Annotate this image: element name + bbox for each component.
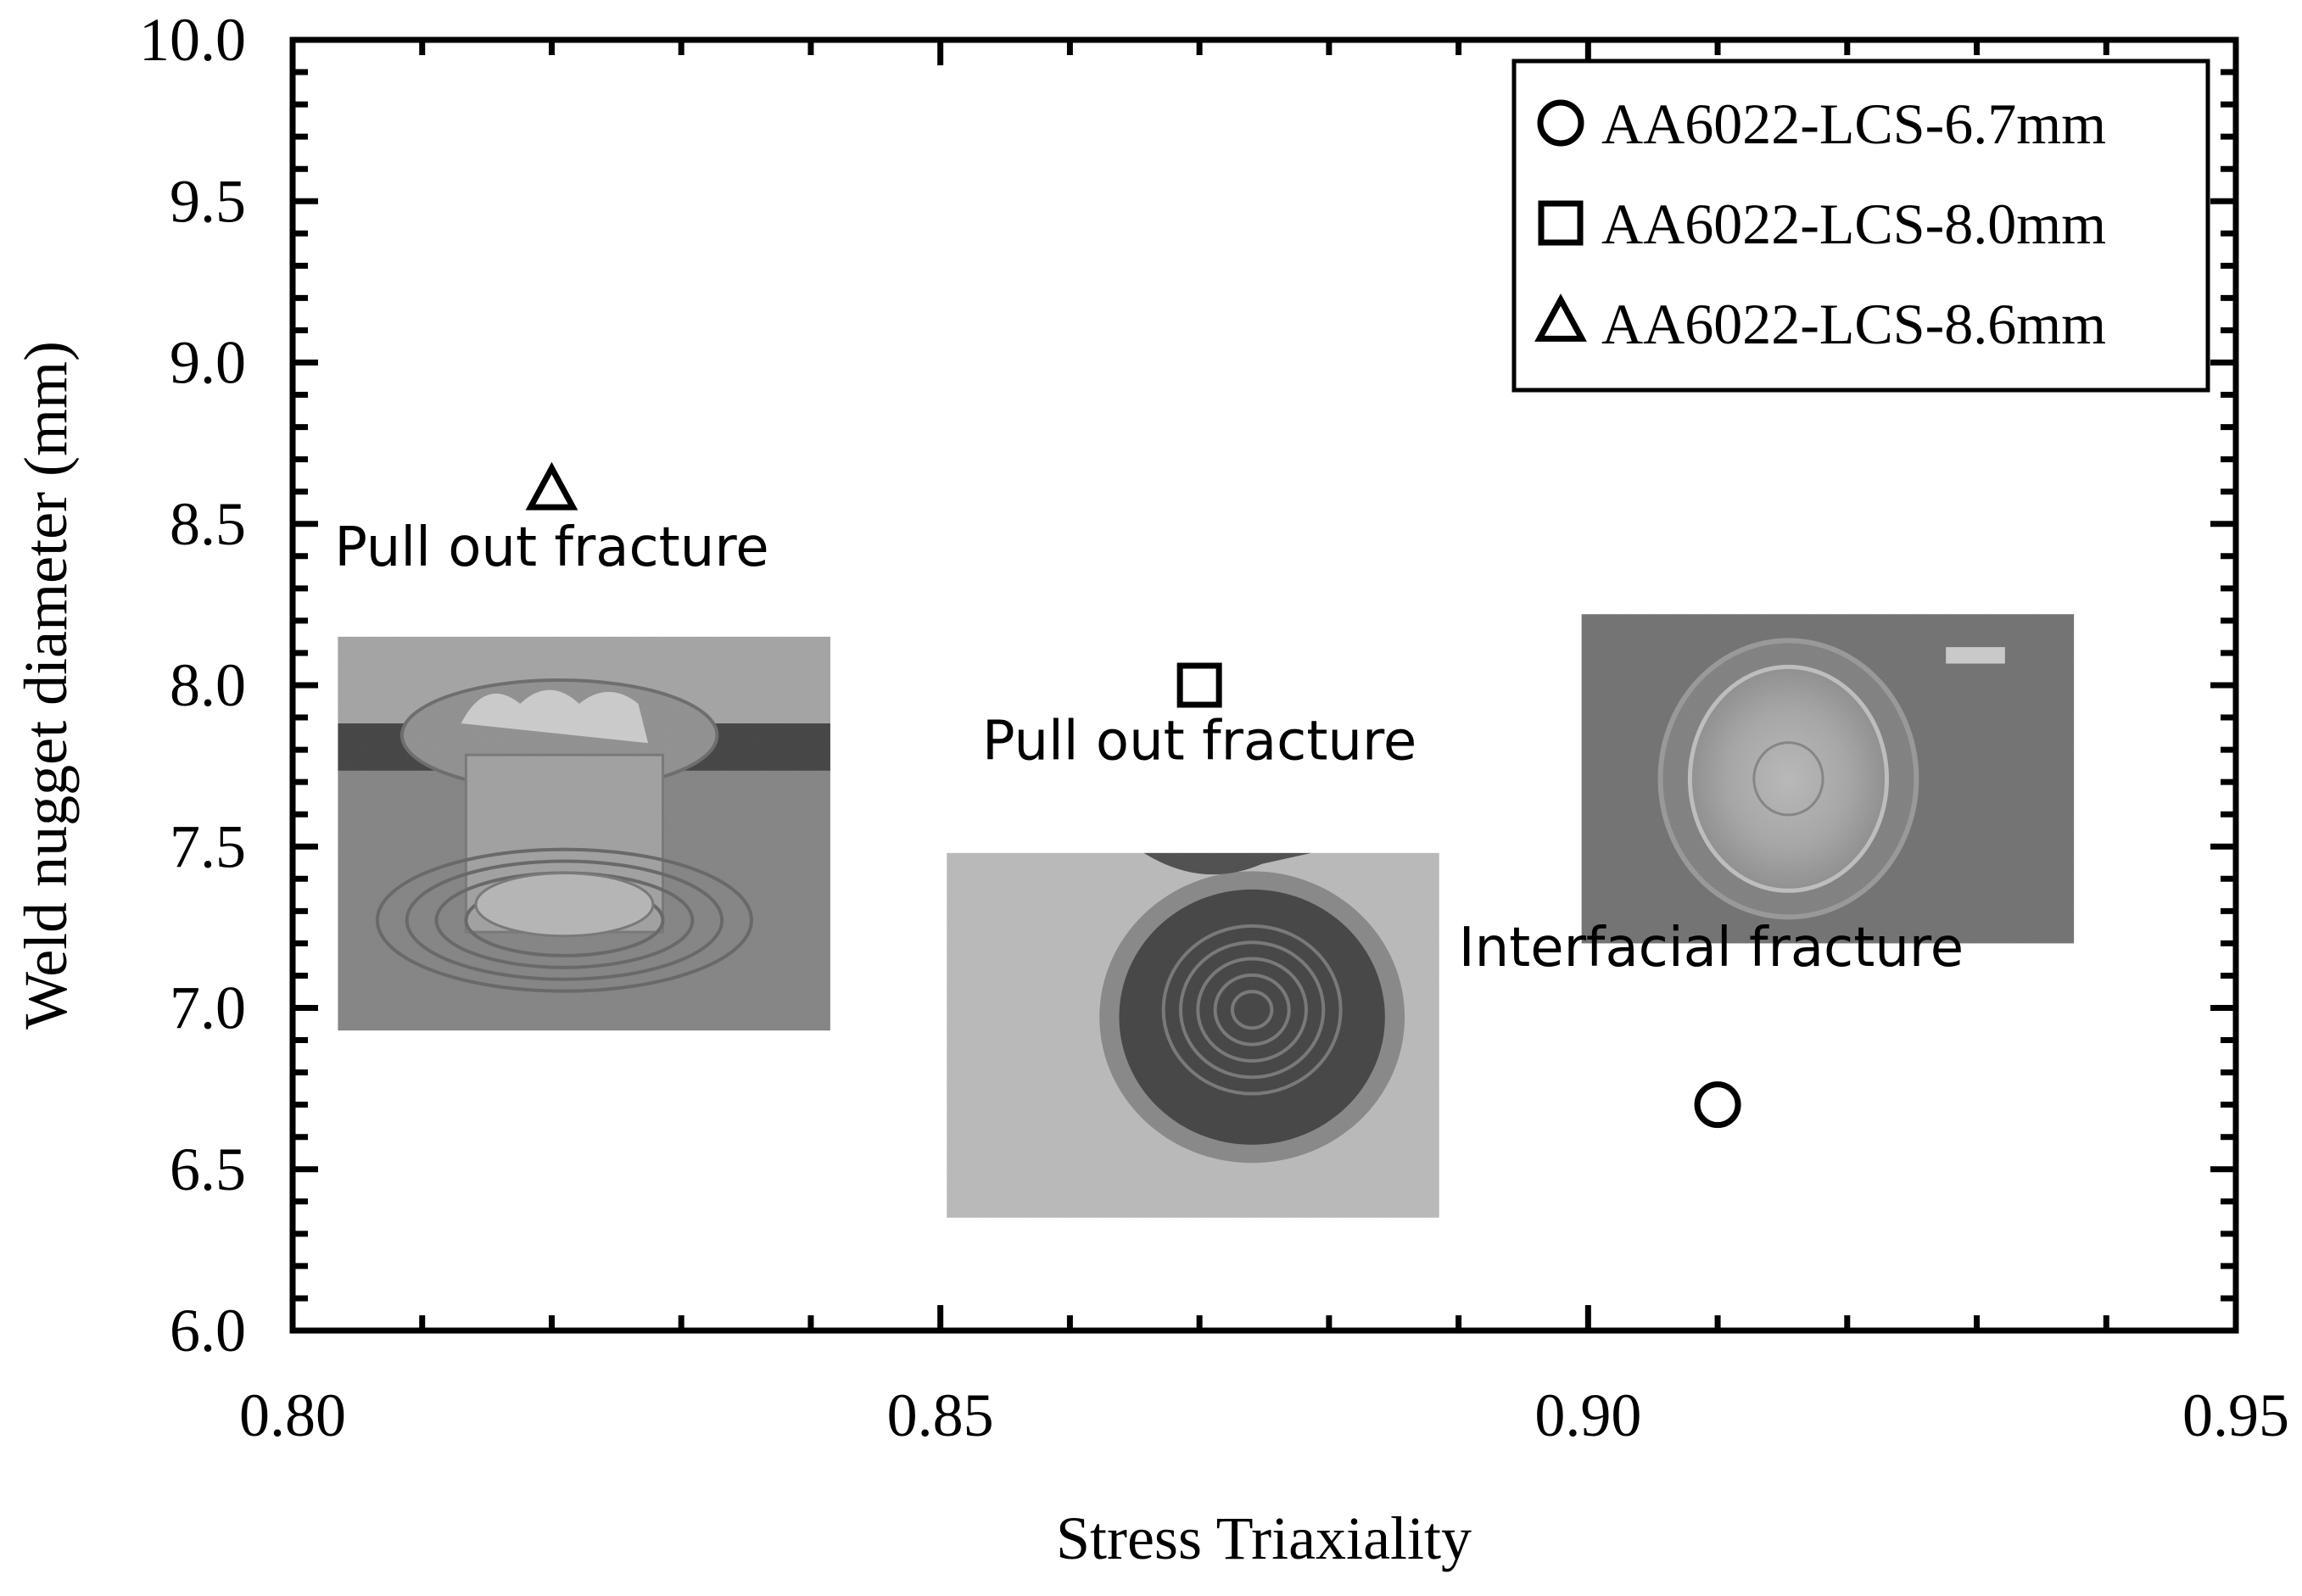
y-tick-label: 8.5 bbox=[170, 490, 246, 558]
axis-tick-labels: 0.80 0.85 0.90 0.95 6.0 6.5 7.0 7.5 8.0 8.5 9.0 9.5… bbox=[139, 6, 2289, 1449]
y-axis-label: Weld nugget diameter (mm) bbox=[12, 341, 80, 1030]
x-axis-label: Stress Triaxiality bbox=[1056, 1504, 1472, 1572]
x-tick-label: 0.95 bbox=[2182, 1381, 2289, 1449]
legend-marker-circle bbox=[1537, 99, 1584, 147]
y-tick-label: 7.5 bbox=[170, 812, 246, 880]
data-markers bbox=[525, 461, 1741, 1129]
x-tick-label: 0.85 bbox=[887, 1381, 994, 1449]
legend-items: AA6022-LCS-6.7mm AA6022-LCS-8.0mm AA6022-L… bbox=[1534, 92, 2106, 356]
annotation-label: Interfacial fracture bbox=[1459, 917, 1964, 979]
legend-box bbox=[1511, 59, 2210, 393]
legend-label: AA6022-LCS-8.0mm bbox=[1601, 192, 2106, 256]
y-tick-label: 6.5 bbox=[170, 1136, 246, 1203]
y-tick-label: 10.0 bbox=[139, 6, 246, 74]
data-point-square bbox=[1176, 662, 1222, 708]
y-tick-label: 8.0 bbox=[170, 651, 246, 719]
y-tick-label: 6.0 bbox=[170, 1297, 246, 1364]
annotation-label: Pull out fracture bbox=[334, 516, 768, 579]
interfacial-fracture-photo bbox=[1581, 614, 2075, 944]
x-tick-label: 0.90 bbox=[1534, 1381, 1641, 1449]
legend-label: AA6022-LCS-8.6mm bbox=[1601, 292, 2106, 356]
legend-marker-square bbox=[1538, 200, 1584, 246]
x-tick-label: 0.80 bbox=[239, 1381, 346, 1449]
axis-ticks bbox=[289, 36, 2239, 1334]
data-point-circle bbox=[1694, 1081, 1741, 1129]
y-tick-label: 7.0 bbox=[170, 974, 246, 1042]
annotations: Pull out fracture Pull out fracture Interf… bbox=[334, 516, 1964, 979]
y-tick-label: 9.5 bbox=[170, 167, 246, 235]
legend-label: AA6022-LCS-6.7mm bbox=[1601, 92, 2106, 156]
annotation-label: Pull out fracture bbox=[982, 711, 1416, 773]
legend-marker-triangle bbox=[1534, 293, 1587, 342]
legend: AA6022-LCS-6.7mm AA6022-LCS-8.0mm AA6022-L… bbox=[1511, 59, 2210, 393]
pull-out-fracture-photo-2 bbox=[947, 852, 1439, 1218]
data-point-triangle bbox=[525, 461, 578, 511]
pull-out-fracture-photo-1 bbox=[338, 636, 830, 1031]
fracture-photos bbox=[338, 614, 2075, 1218]
y-tick-label: 9.0 bbox=[170, 329, 246, 397]
